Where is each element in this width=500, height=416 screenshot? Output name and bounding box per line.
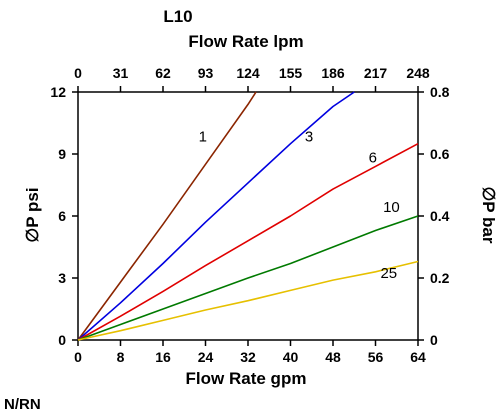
chart-series-labels: 1 3 6 10 25 bbox=[199, 129, 400, 282]
x2-tick-label: 186 bbox=[321, 65, 345, 81]
x-tick-label: 16 bbox=[155, 349, 171, 365]
x-tick-label: 56 bbox=[368, 349, 384, 365]
x-tick-label: 64 bbox=[410, 349, 426, 365]
x-tick-label: 32 bbox=[240, 349, 256, 365]
y-tick-label: 0 bbox=[58, 332, 66, 348]
chart-ticks: 0 8 16 24 32 40 48 56 640 31 62 93 124 155 186 217 24803… bbox=[50, 65, 449, 365]
x2-tick-label: 155 bbox=[279, 65, 303, 81]
x2-tick-label: 248 bbox=[406, 65, 430, 81]
y-tick-label: 12 bbox=[50, 84, 66, 100]
y2-tick-label: 0.6 bbox=[430, 146, 450, 162]
x2-tick-label: 62 bbox=[155, 65, 171, 81]
series-label-3: 3 bbox=[305, 129, 313, 146]
x-tick-label: 8 bbox=[117, 349, 125, 365]
chart-title: L10 bbox=[163, 7, 192, 26]
plot-frame bbox=[77, 91, 419, 341]
series-line-25 bbox=[77, 260, 419, 341]
chart-axes bbox=[77, 91, 419, 341]
series-line-1 bbox=[77, 91, 257, 341]
series-label-10: 10 bbox=[383, 199, 400, 216]
y2-tick-label: 0.4 bbox=[430, 208, 450, 224]
y2-tick-label: 0 bbox=[430, 332, 438, 348]
y-axis-label: ∅P psi bbox=[23, 187, 42, 242]
x-tick-label: 24 bbox=[198, 349, 214, 365]
series-label-25: 25 bbox=[380, 265, 397, 282]
x2-tick-label: 217 bbox=[364, 65, 388, 81]
y2-tick-label: 0.2 bbox=[430, 270, 450, 286]
x-tick-label: 0 bbox=[74, 349, 82, 365]
series-line-3 bbox=[77, 91, 355, 341]
y2-tick-label: 0.8 bbox=[430, 84, 450, 100]
series-label-1: 1 bbox=[199, 129, 207, 146]
x2-tick-label: 31 bbox=[113, 65, 129, 81]
x-tick-label: 48 bbox=[325, 349, 341, 365]
footer-label: N/RN bbox=[4, 396, 41, 413]
series-line-6 bbox=[77, 142, 419, 341]
x2-tick-label: 124 bbox=[236, 65, 260, 81]
y-tick-label: 3 bbox=[58, 270, 66, 286]
x-axis-label: Flow Rate gpm bbox=[186, 369, 307, 388]
series-line-10 bbox=[77, 215, 419, 341]
series-label-6: 6 bbox=[369, 149, 377, 166]
y-tick-label: 6 bbox=[58, 208, 66, 224]
x-tick-label: 40 bbox=[283, 349, 299, 365]
y2-axis-label: ∅P bar bbox=[479, 186, 498, 243]
chart-series bbox=[77, 91, 419, 341]
x2-tick-label: 93 bbox=[198, 65, 214, 81]
x2-tick-label: 0 bbox=[74, 65, 82, 81]
x2-axis-label: Flow Rate lpm bbox=[188, 32, 303, 51]
y-tick-label: 9 bbox=[58, 146, 66, 162]
